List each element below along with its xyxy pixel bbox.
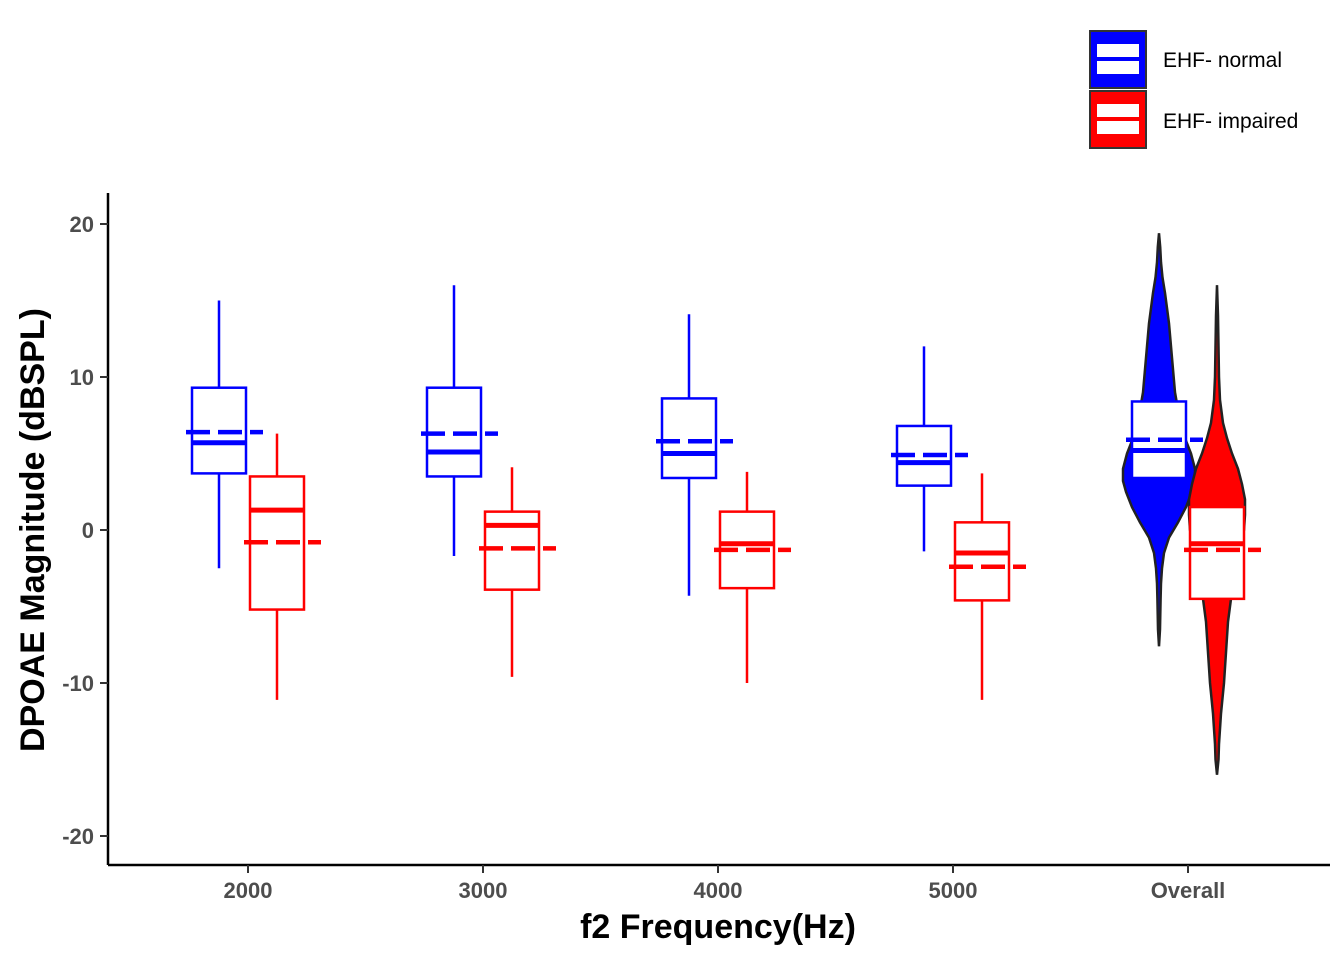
box-normal-5000 <box>891 346 968 552</box>
x-tick-label: 4000 <box>694 878 743 903</box>
y-tick-label: -10 <box>62 671 94 696</box>
box-normal-Overall <box>1126 400 1203 480</box>
axes: 20 10 0 -10 -20 2000 3000 4000 5000 Overall <box>62 193 1330 903</box>
box-impaired-3000 <box>479 467 556 677</box>
plot-area <box>186 233 1261 775</box>
x-axis-title: f2 Frequency(Hz) <box>580 908 856 946</box>
x-tick-label: 3000 <box>459 878 508 903</box>
box-normal-2000 <box>186 300 263 569</box>
box-impaired-4000 <box>714 471 791 683</box>
box-impaired-5000 <box>949 473 1026 700</box>
x-tick-label: Overall <box>1151 878 1226 903</box>
box-normal-3000 <box>421 285 498 557</box>
box-iqr <box>1188 505 1246 601</box>
box-iqr <box>953 521 1011 602</box>
box-impaired-Overall <box>1184 505 1261 601</box>
box-impaired-2000 <box>244 433 321 700</box>
box-iqr <box>660 397 718 480</box>
x-tick-label: 2000 <box>224 878 273 903</box>
x-tick-label: 5000 <box>929 878 978 903</box>
legend-key-impaired: EHF- impaired <box>1089 90 1298 149</box>
y-tick-label: 10 <box>70 365 94 390</box>
y-axis-title: DPOAE Magnitude (dBSPL) <box>14 308 52 752</box>
legend: EHF- normal EHF- impaired <box>1089 30 1298 149</box>
legend-key-normal: EHF- normal <box>1089 30 1282 89</box>
box-normal-4000 <box>656 314 733 596</box>
legend-label-impaired: EHF- impaired <box>1163 110 1298 133</box>
legend-label-normal: EHF- normal <box>1163 49 1282 72</box>
y-tick-label: 20 <box>70 212 94 237</box>
y-tick-label: -20 <box>62 824 94 849</box>
y-tick-label: 0 <box>82 518 94 543</box>
